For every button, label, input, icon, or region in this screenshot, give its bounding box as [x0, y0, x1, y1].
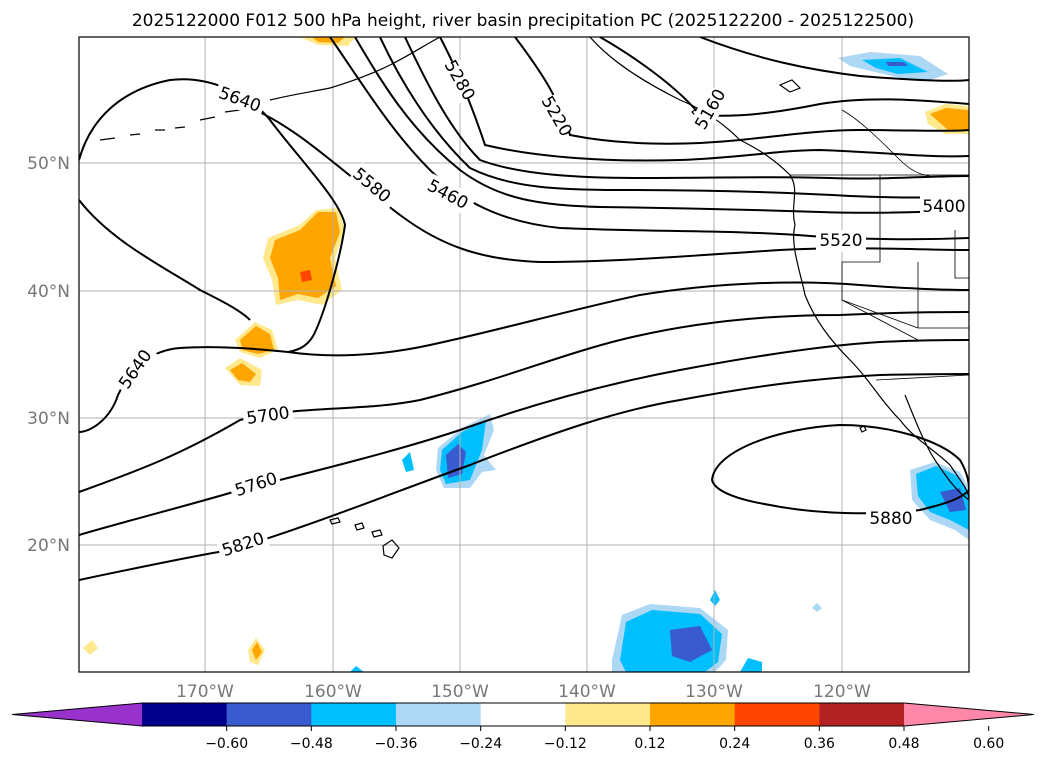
- colorbar-segment: [565, 703, 651, 726]
- colorbar-segment: [396, 703, 482, 726]
- colorbar-extend-min: [12, 703, 142, 726]
- colorbar-segment: [650, 703, 736, 726]
- colorbar-tick-label: 0.12: [634, 736, 665, 752]
- colorbar-tick-label: 0.60: [973, 736, 1004, 752]
- map-frame: [78, 36, 970, 673]
- colorbar-segment: [480, 703, 566, 726]
- contour-label: 5400: [922, 197, 965, 217]
- colorbar-segment: [226, 703, 312, 726]
- colorbar-tick-label: −0.36: [375, 736, 418, 752]
- colorbar-outline: [11, 702, 1035, 727]
- longitude-labels: 170°W 160°W 150°W 140°W 130°W 120°W: [176, 682, 871, 702]
- colorbar-segment: [142, 703, 228, 726]
- colorbar-tick-label: −0.48: [290, 736, 333, 752]
- colorbar: −0.60 −0.48 −0.36 −0.24 −0.12 0.12 0.24 0.36 0.4…: [11, 702, 1035, 752]
- latitude-labels: 50°N 40°N 30°N 20°N: [27, 154, 70, 556]
- colorbar-segment: [734, 703, 820, 726]
- political-borders: [790, 109, 969, 381]
- precipitation-shading: [83, 37, 969, 672]
- lat-label: 50°N: [27, 154, 70, 174]
- height-contours: [79, 37, 969, 581]
- lon-label: 170°W: [176, 682, 234, 702]
- colorbar-tick-label: 0.24: [719, 736, 750, 752]
- lat-label: 20°N: [27, 536, 70, 556]
- colorbar-tick-label: −0.60: [205, 736, 248, 752]
- coastlines: [99, 37, 969, 559]
- contour-label: 5520: [819, 231, 862, 251]
- colorbar-tick-label: −0.24: [459, 736, 502, 752]
- lat-label: 40°N: [27, 282, 70, 302]
- colorbar-extend-max: [904, 703, 1034, 726]
- colorbar-tick-label: 0.48: [888, 736, 919, 752]
- contour-label: 5880: [869, 509, 912, 529]
- colorbar-segment: [311, 703, 397, 726]
- contour-label: 5760: [233, 469, 280, 501]
- colorbar-segment: [819, 703, 905, 726]
- colorbar-tick-label: −0.12: [544, 736, 587, 752]
- lon-label: 150°W: [431, 682, 489, 702]
- lat-label: 30°N: [27, 409, 70, 429]
- lon-label: 140°W: [558, 682, 616, 702]
- graticule: [79, 37, 969, 672]
- contour-labels: 5220 5280 5400 5460 5520 5580 5640 5640 …: [111, 57, 969, 563]
- contour-label: 5820: [220, 529, 267, 561]
- contour-label: 5280: [440, 57, 479, 104]
- lon-label: 160°W: [304, 682, 362, 702]
- colorbar-tick-label: 0.36: [804, 736, 835, 752]
- lon-label: 130°W: [685, 682, 743, 702]
- map-title: 2025122000 F012 500 hPa height, river ba…: [132, 11, 914, 31]
- lon-label: 120°W: [813, 682, 871, 702]
